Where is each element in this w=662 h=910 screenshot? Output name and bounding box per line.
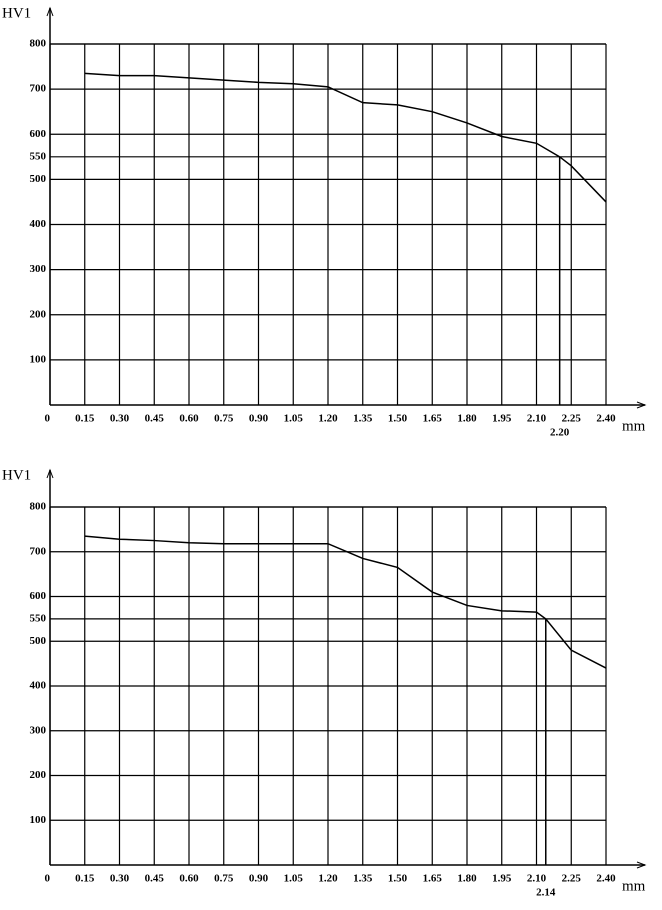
data-line <box>84 72 607 203</box>
x-tick-label: 1.05 <box>284 873 304 885</box>
x-tick-label: 2.40 <box>596 873 616 885</box>
x-tick-label: 0.30 <box>110 413 130 425</box>
marker-label: 2.14 <box>536 887 556 899</box>
y-tick-label: 600 <box>30 128 47 140</box>
y-tick-label: 500 <box>30 635 47 647</box>
x-tick-label: 0.75 <box>214 413 234 425</box>
x-tick-label: 1.95 <box>492 413 512 425</box>
y-tick-label: 200 <box>30 769 47 781</box>
x-tick-label: 0.60 <box>179 873 199 885</box>
x-tick-label: 0 <box>45 873 51 885</box>
x-tick-label: 1.05 <box>284 413 304 425</box>
x-tick-label: 0.75 <box>214 873 234 885</box>
y-tick-label: 400 <box>30 218 47 230</box>
x-axis-label: mm <box>622 878 646 894</box>
x-tick-label: 0.90 <box>249 873 269 885</box>
y-tick-label: 800 <box>30 501 47 513</box>
marker-label: 2.20 <box>550 427 570 439</box>
y-tick-label: 100 <box>30 353 47 365</box>
x-tick-label: 2.10 <box>527 413 547 425</box>
x-tick-label: 0.60 <box>179 413 199 425</box>
x-arrow <box>636 401 647 409</box>
x-tick-label: 1.95 <box>492 873 512 885</box>
x-tick-label: 0.45 <box>145 413 165 425</box>
x-tick-label: 1.20 <box>318 873 338 885</box>
x-tick-label: 1.65 <box>423 413 443 425</box>
y-axis-label: HV1 <box>2 467 31 483</box>
x-tick-label: 2.25 <box>562 873 582 885</box>
y-tick-label: 300 <box>30 724 47 736</box>
x-arrow <box>636 861 647 869</box>
x-tick-label: 0 <box>45 413 51 425</box>
x-tick-label: 1.35 <box>353 873 373 885</box>
y-axis-label: HV1 <box>2 5 31 21</box>
y-arrow <box>46 468 54 479</box>
y-tick-label: 700 <box>30 83 47 95</box>
x-tick-label: 1.50 <box>388 873 408 885</box>
x-tick-label: 2.10 <box>527 873 547 885</box>
x-tick-label: 1.80 <box>457 873 477 885</box>
x-tick-label: 0.15 <box>75 873 95 885</box>
x-axis-label: mm <box>622 418 646 434</box>
y-tick-label: 100 <box>30 814 47 826</box>
x-tick-label: 1.80 <box>457 413 477 425</box>
y-tick-label: 800 <box>30 38 47 50</box>
y-tick-label: 600 <box>30 590 47 602</box>
y-tick-label: 550 <box>30 612 47 624</box>
x-tick-label: 0.30 <box>110 873 130 885</box>
x-tick-label: 2.25 <box>562 413 582 425</box>
x-tick-label: 0.90 <box>249 413 269 425</box>
x-tick-label: 1.20 <box>318 413 338 425</box>
x-tick-label: 1.65 <box>423 873 443 885</box>
x-tick-label: 1.50 <box>388 413 408 425</box>
y-tick-label: 400 <box>30 680 47 692</box>
x-tick-label: 0.45 <box>145 873 165 885</box>
y-arrow <box>46 6 54 17</box>
x-tick-label: 0.15 <box>75 413 95 425</box>
x-tick-label: 2.40 <box>596 413 616 425</box>
y-tick-label: 550 <box>30 150 47 162</box>
y-tick-label: 200 <box>30 308 47 320</box>
y-tick-label: 500 <box>30 173 47 185</box>
y-tick-label: 300 <box>30 263 47 275</box>
x-tick-label: 1.35 <box>353 413 373 425</box>
data-line <box>84 535 607 669</box>
y-tick-label: 700 <box>30 545 47 557</box>
